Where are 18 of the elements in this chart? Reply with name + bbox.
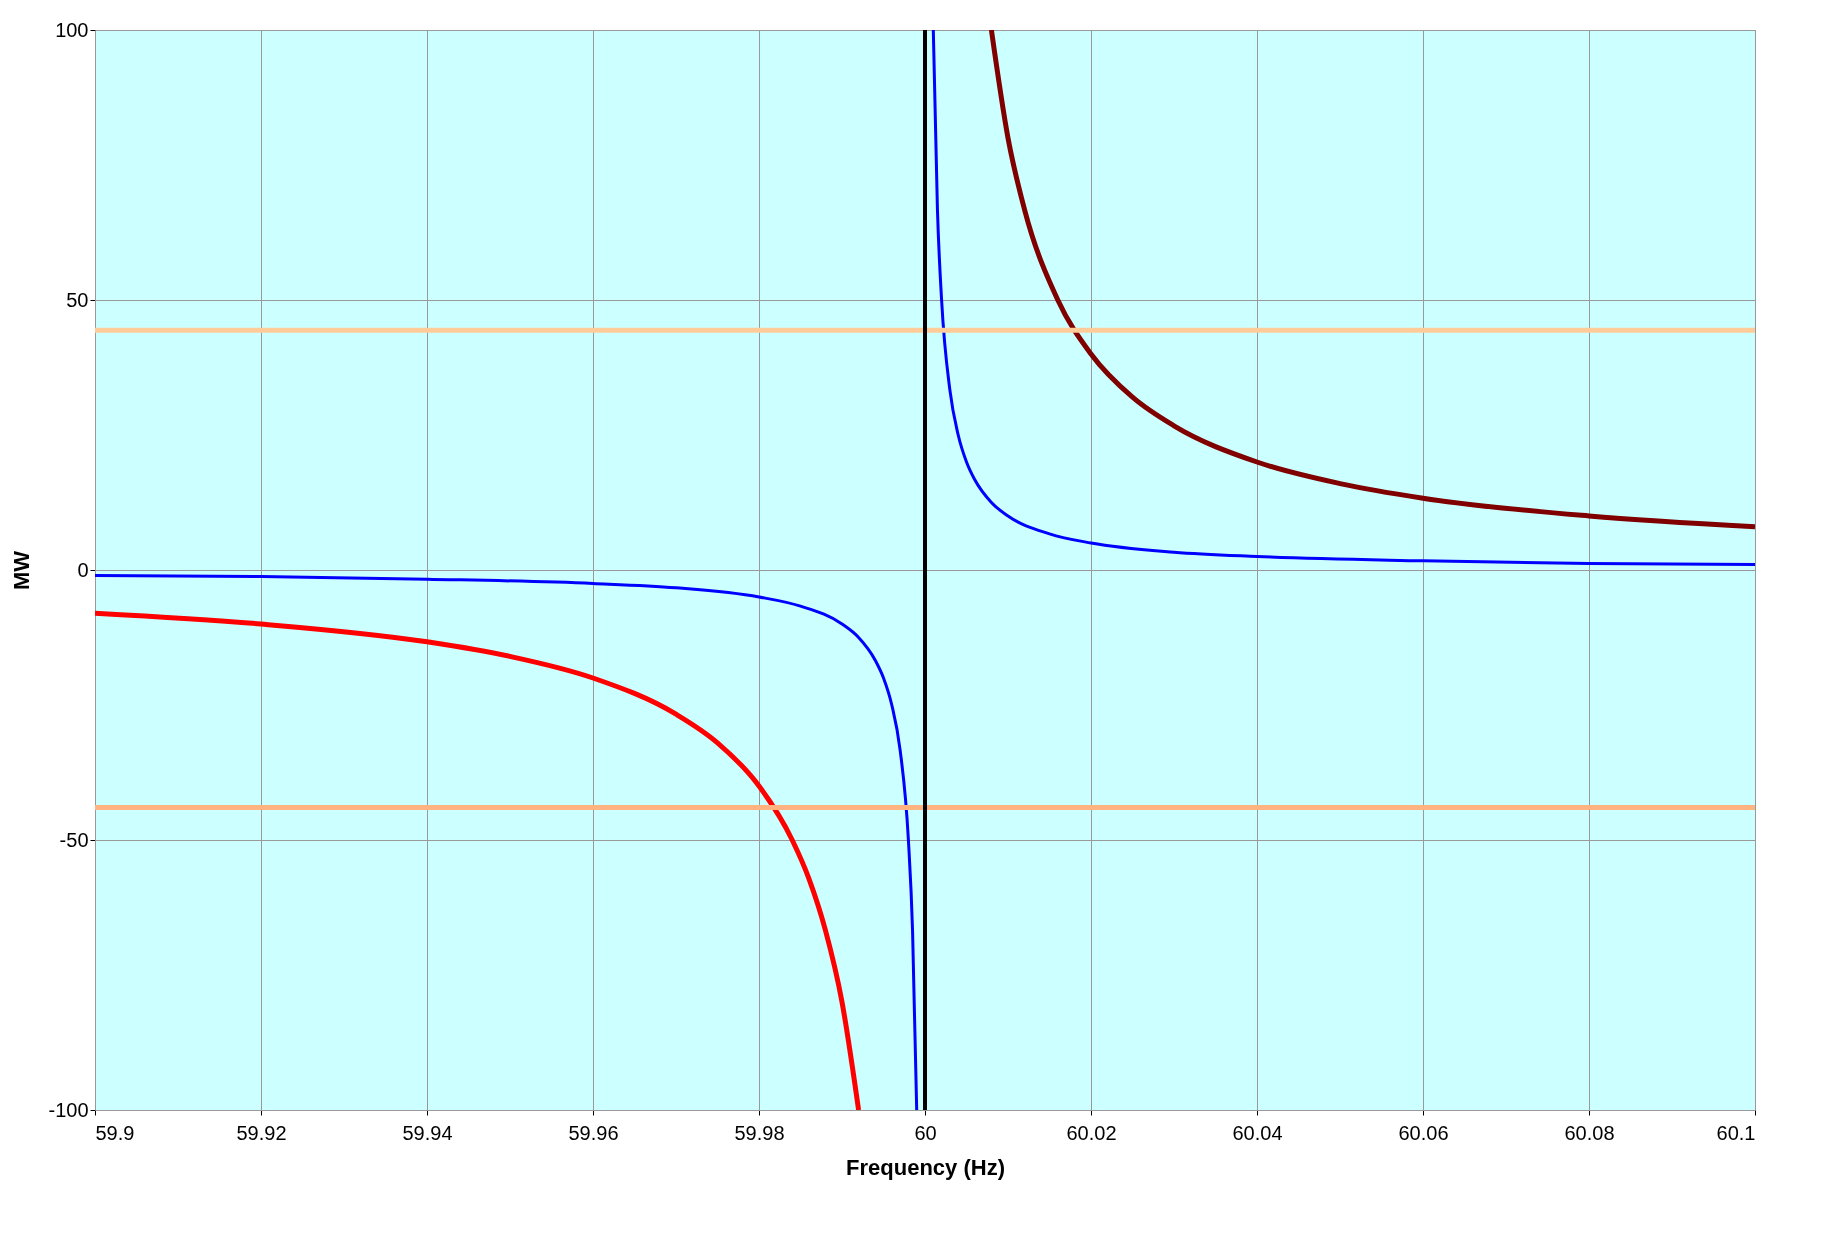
x-tick-label: 59.96 (568, 1121, 619, 1144)
x-axis-title: Frequency (Hz) (846, 1154, 1005, 1180)
y-tick-label: -100 (48, 1098, 89, 1121)
y-tick-label: -50 (59, 828, 89, 851)
x-tick-label: 59.92 (236, 1121, 287, 1144)
y-tick-label: 0 (77, 558, 89, 581)
x-tick-label: 60.06 (1398, 1121, 1449, 1144)
x-tick-label: 59.94 (402, 1121, 453, 1144)
x-tick-label: 59.9 (95, 1121, 135, 1144)
x-tick-label: 60 (914, 1121, 937, 1144)
x-tick-label: 60.04 (1232, 1121, 1283, 1144)
y-tick-label: 100 (55, 18, 89, 41)
y-axis-title: MW (9, 550, 35, 591)
x-tick-label: 59.98 (734, 1121, 785, 1144)
x-tick-label: 60.1 (1716, 1121, 1756, 1144)
y-tick-label: 50 (66, 288, 89, 311)
x-tick-label: 60.02 (1066, 1121, 1117, 1144)
x-tick-label: 60.08 (1564, 1121, 1615, 1144)
